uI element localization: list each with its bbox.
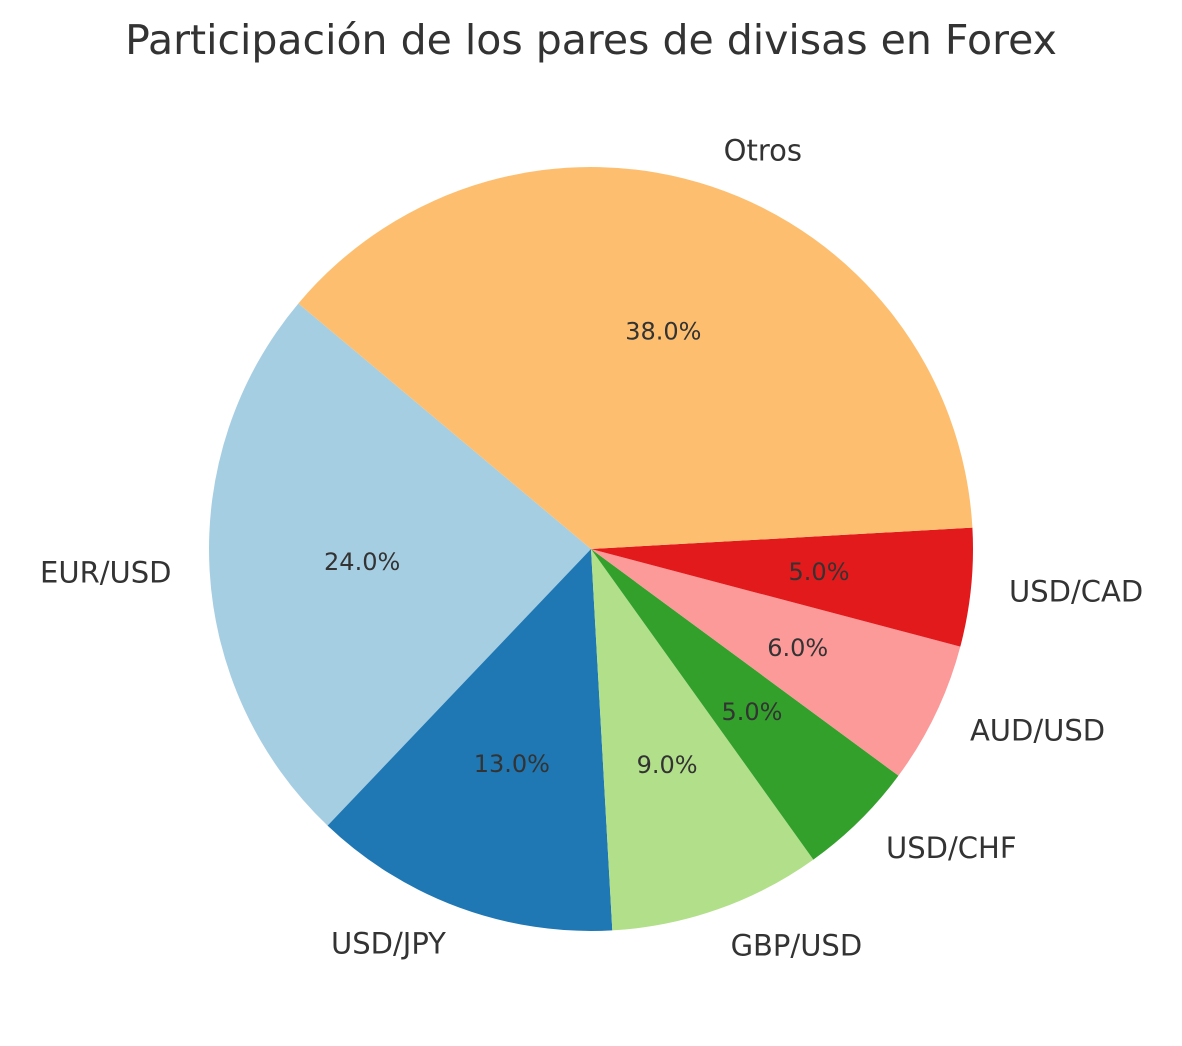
slice-label: USD/CAD <box>1009 574 1143 608</box>
slice-label: EUR/USD <box>40 555 171 589</box>
pie-slice-usd-cad <box>591 527 973 647</box>
pie-slice-otros <box>298 166 973 549</box>
pct-label: 5.0% <box>789 558 850 586</box>
pct-label: 6.0% <box>767 634 828 662</box>
slice-label: USD/JPY <box>331 926 446 960</box>
chart-title: Participación de los pares de divisas en… <box>125 16 1057 64</box>
pie-slice-eur-usd <box>208 303 591 826</box>
pie-slices <box>208 166 973 931</box>
category-labels: EUR/USD USD/JPY GBP/USD USD/CHF AUD/USD USD/C… <box>40 133 1143 962</box>
slice-label: USD/CHF <box>886 831 1016 865</box>
pie-slice-aud-usd <box>591 549 961 776</box>
percentage-labels: 24.0% 13.0% 9.0% 5.0% 6.0% 5.0% 38.0% <box>324 318 849 780</box>
pie-slice-gbp-usd <box>591 549 814 931</box>
pct-label: 24.0% <box>324 548 400 576</box>
pie-slice-usd-chf <box>591 549 899 860</box>
pct-label: 5.0% <box>721 698 782 726</box>
pct-label: 38.0% <box>625 318 701 346</box>
slice-label: GBP/USD <box>731 928 863 962</box>
pct-label: 9.0% <box>637 751 698 779</box>
slice-label: Otros <box>724 133 802 167</box>
pie-slice-usd-jpy <box>327 549 613 931</box>
pct-label: 13.0% <box>474 750 550 778</box>
slice-label: AUD/USD <box>970 714 1105 748</box>
